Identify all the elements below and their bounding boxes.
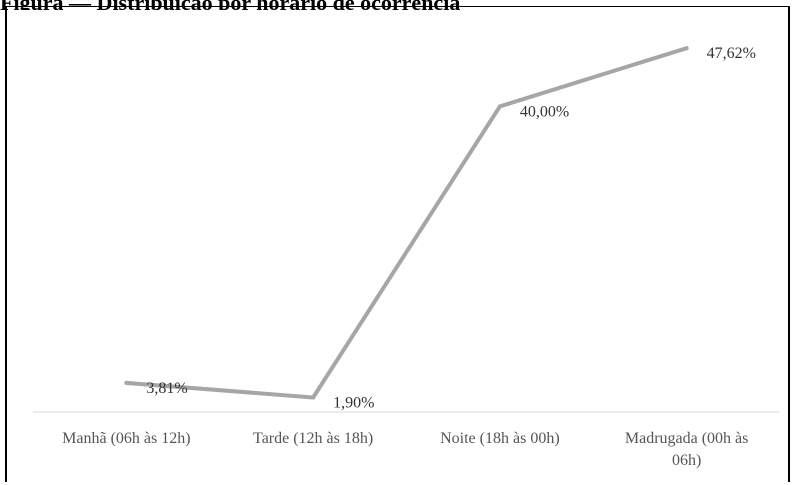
x-tick-label: Tarde (12h às 18h) <box>253 430 373 447</box>
x-tick-label: Madrugada (00h às 06h) <box>625 430 749 469</box>
data-point <box>684 46 689 51</box>
x-tick-label: Noite (18h às 00h) <box>440 430 560 447</box>
x-tick-label: Manhã (06h às 12h) <box>62 430 190 447</box>
figure-caption: Figura — Distribuição por horário de oco… <box>0 0 793 10</box>
data-label: 47,62% <box>707 45 756 62</box>
data-point <box>311 395 316 400</box>
series-line <box>124 46 689 400</box>
data-point <box>124 380 129 385</box>
data-point <box>497 104 502 109</box>
chart-frame <box>5 6 790 482</box>
data-label: 1,90% <box>333 394 374 411</box>
data-label: 3,81% <box>146 380 187 397</box>
data-label: 40,00% <box>520 103 569 120</box>
